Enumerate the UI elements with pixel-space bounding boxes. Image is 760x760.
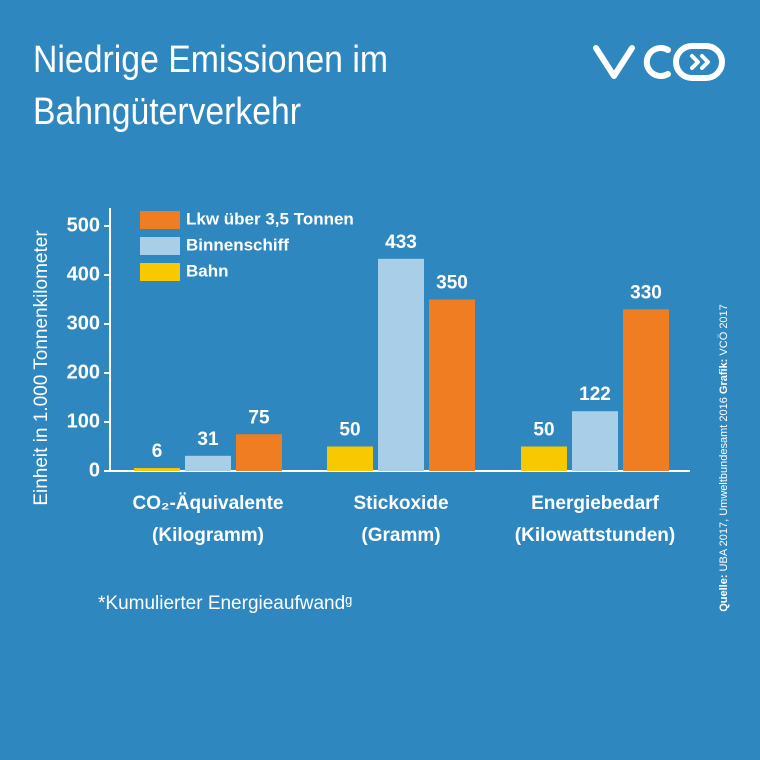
x-tick-label: CO₂-Äquivalente [133,493,284,514]
bar [521,446,567,471]
value-label: 122 [579,384,611,405]
y-tick-label: 300 [67,312,100,334]
source: Quelle: UBA 2017, Umweltbundesamt 2016 G… [718,304,730,612]
x-tick-label: (Kilogramm) [152,525,264,546]
y-tick-label: 500 [67,214,100,236]
logo [593,43,725,81]
bar [134,468,180,471]
value-label: 75 [248,407,270,428]
value-label: 31 [197,429,219,450]
chart-title: Niedrige Emissionen im [33,39,388,81]
value-label: 330 [630,282,662,303]
y-tick-label: 400 [67,263,100,285]
y-tick-label: 200 [67,361,100,383]
credit-label: Grafik: [718,359,730,394]
legend-label: Bahn [186,261,229,280]
y-axis-label: Einheit in 1.000 Tonnenkilometer [31,230,52,506]
bar [623,309,669,471]
source-label: Quelle: [718,575,730,612]
y-tick-label: 0 [89,459,100,481]
bar [327,446,373,471]
bar [572,411,618,471]
x-tick-label: Stickoxide [353,493,448,514]
value-label: 433 [385,232,417,253]
value-label: 6 [152,441,163,462]
value-label: 50 [533,420,554,441]
value-label: 350 [436,273,468,294]
legend-label: Lkw über 3,5 Tonnen [186,209,354,228]
legend-label: Binnenschiff [186,235,289,254]
legend-swatch [140,237,180,255]
y-tick-label: 100 [67,410,100,432]
credit-text: VCÖ 2017 [718,304,730,355]
x-tick-label: (Gramm) [361,525,440,546]
value-label: 50 [339,420,360,441]
bar [429,299,475,471]
bar [378,258,424,471]
footnote: *Kumulierter Energieaufwandᵍ [98,593,352,614]
x-tick-label: Energiebedarf [531,493,659,514]
bar [236,434,282,471]
x-tick-label: (Kilowattstunden) [515,525,675,546]
chart-title: Bahngüterverkehr [33,91,301,133]
bar [185,455,231,471]
legend-swatch [140,263,180,281]
source-text: UBA 2017, Umweltbundesamt 2016 [718,397,730,571]
legend-swatch [140,211,180,229]
